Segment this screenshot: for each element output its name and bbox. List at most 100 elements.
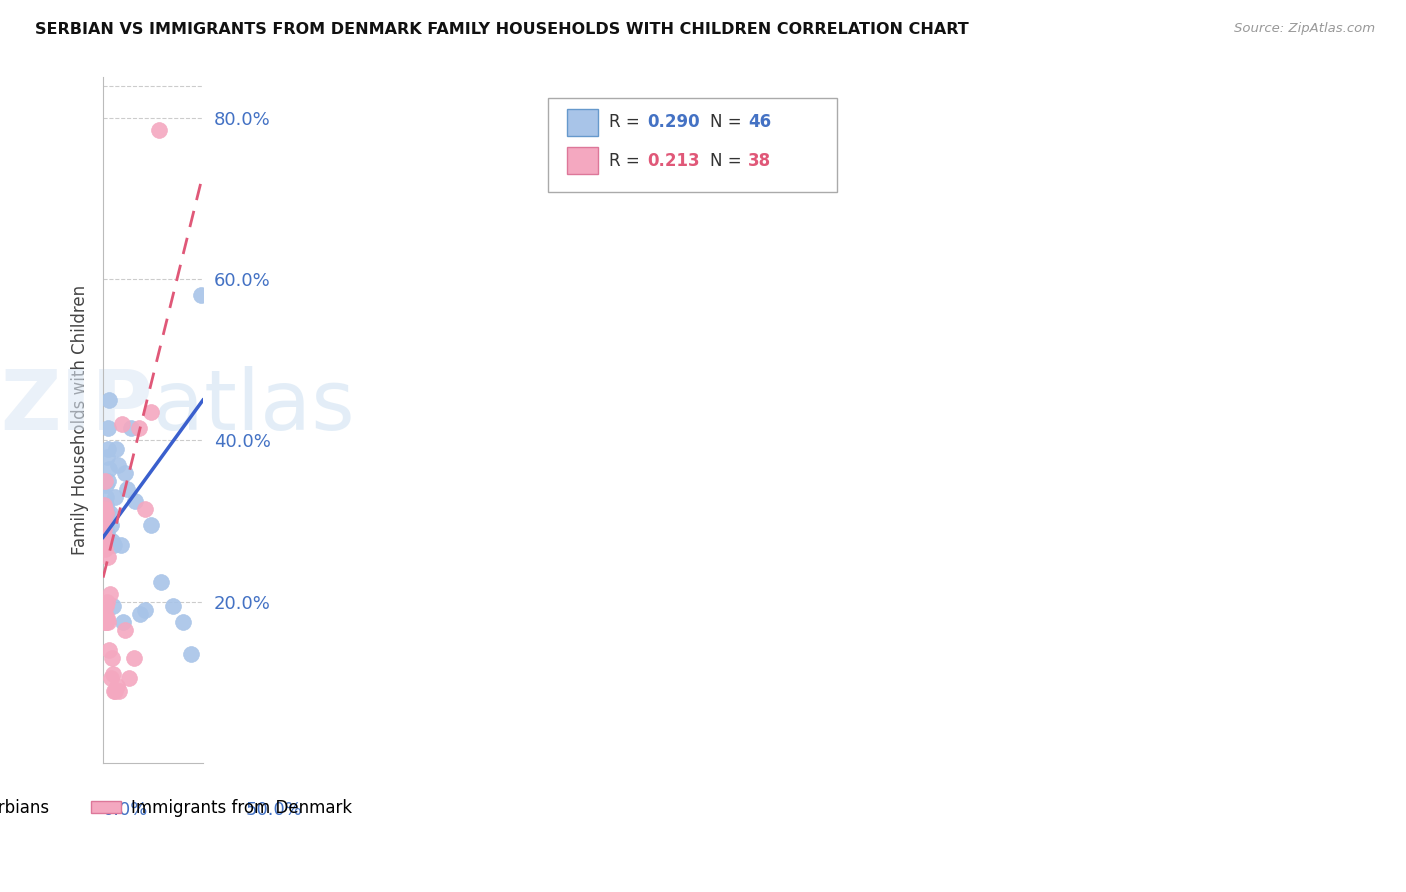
Point — [96, 450, 118, 464]
Point — [114, 623, 136, 637]
Point — [93, 599, 115, 613]
Point — [120, 421, 142, 435]
Point — [150, 574, 173, 589]
Point — [94, 506, 117, 520]
Point — [94, 530, 117, 544]
Point — [94, 478, 117, 492]
Point — [96, 518, 118, 533]
Point — [129, 607, 152, 621]
Point — [93, 514, 115, 528]
Point — [94, 510, 117, 524]
Point — [94, 498, 117, 512]
Text: 50.0%: 50.0% — [246, 801, 302, 819]
Point — [128, 421, 150, 435]
Point — [96, 526, 118, 541]
Point — [96, 595, 118, 609]
Point — [103, 683, 125, 698]
Point — [98, 587, 121, 601]
Point — [98, 643, 121, 657]
Point — [107, 458, 129, 472]
Point — [105, 680, 128, 694]
Text: N =: N = — [710, 152, 747, 169]
Text: R =: R = — [609, 152, 650, 169]
Point — [98, 506, 121, 520]
Point — [139, 518, 162, 533]
Point — [118, 672, 141, 686]
Point — [96, 599, 118, 613]
Point — [110, 538, 132, 552]
Point — [93, 522, 115, 536]
Legend: Serbians, Immigrants from Denmark: Serbians, Immigrants from Denmark — [0, 792, 359, 823]
Point — [94, 474, 117, 488]
Text: 0.0%: 0.0% — [103, 801, 149, 819]
Point — [114, 466, 136, 480]
Point — [115, 482, 138, 496]
Point — [134, 502, 156, 516]
Point — [97, 461, 120, 475]
Point — [122, 651, 145, 665]
Point — [104, 490, 127, 504]
Y-axis label: Family Households with Children: Family Households with Children — [72, 285, 89, 556]
Text: atlas: atlas — [153, 366, 354, 447]
Point — [148, 123, 170, 137]
Point — [108, 683, 131, 698]
Point — [96, 474, 118, 488]
Point — [97, 421, 120, 435]
Point — [94, 611, 117, 625]
Point — [104, 683, 127, 698]
Point — [93, 506, 115, 520]
Point — [93, 502, 115, 516]
Text: 0.213: 0.213 — [647, 152, 699, 169]
Point — [94, 498, 117, 512]
Point — [180, 647, 202, 661]
Point — [97, 615, 120, 629]
Point — [172, 615, 194, 629]
Point — [93, 542, 115, 557]
Point — [94, 502, 117, 516]
Point — [112, 615, 135, 629]
Point — [98, 393, 121, 408]
Point — [134, 603, 156, 617]
Text: SERBIAN VS IMMIGRANTS FROM DENMARK FAMILY HOUSEHOLDS WITH CHILDREN CORRELATION C: SERBIAN VS IMMIGRANTS FROM DENMARK FAMIL… — [35, 22, 969, 37]
Point — [94, 615, 117, 629]
Point — [100, 518, 122, 533]
Point — [94, 490, 117, 504]
Text: Source: ZipAtlas.com: Source: ZipAtlas.com — [1234, 22, 1375, 36]
Point — [100, 672, 122, 686]
Point — [93, 510, 115, 524]
Point — [93, 502, 115, 516]
Point — [94, 607, 117, 621]
Point — [139, 405, 162, 419]
Point — [101, 651, 124, 665]
Point — [190, 288, 212, 302]
Point — [93, 611, 115, 625]
Point — [103, 538, 125, 552]
Text: ZIP: ZIP — [0, 366, 153, 447]
Point — [162, 599, 184, 613]
Point — [101, 599, 124, 613]
Point — [93, 510, 115, 524]
Point — [94, 522, 117, 536]
Point — [100, 534, 122, 549]
Point — [93, 514, 115, 528]
Point — [101, 667, 124, 681]
Point — [97, 442, 120, 456]
Point — [93, 498, 115, 512]
Point — [94, 615, 117, 629]
Point — [93, 615, 115, 629]
Point — [105, 442, 128, 456]
Point — [111, 417, 134, 432]
Point — [93, 518, 115, 533]
Text: 38: 38 — [748, 152, 770, 169]
Point — [94, 506, 117, 520]
Point — [96, 550, 118, 565]
Point — [124, 494, 146, 508]
Text: R =: R = — [609, 113, 645, 131]
Point — [96, 611, 118, 625]
Point — [93, 538, 115, 552]
Point — [96, 506, 118, 520]
Point — [93, 514, 115, 528]
Text: 46: 46 — [748, 113, 770, 131]
Text: 0.290: 0.290 — [647, 113, 699, 131]
Text: N =: N = — [710, 113, 747, 131]
